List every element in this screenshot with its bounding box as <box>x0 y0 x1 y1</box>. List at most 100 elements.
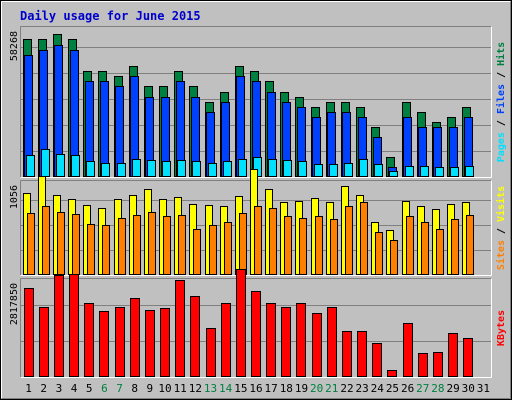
x-tick-label: 4 <box>71 382 78 395</box>
bar-sites-day-23 <box>360 202 368 275</box>
bar-sites-day-20 <box>315 216 323 275</box>
x-tick-label: 27 <box>416 382 429 395</box>
bar-pages-day-5 <box>86 161 95 177</box>
x-tick-label: 3 <box>56 382 63 395</box>
series-axis-label-part: Sites <box>495 240 507 270</box>
scale-label: 2817850 <box>9 283 20 325</box>
panel-visits: 1056 Sites / Visits <box>9 169 507 276</box>
x-tick-label: 15 <box>234 382 247 395</box>
bar-kbytes-day-26 <box>403 323 413 377</box>
bar-kbytes-day-3 <box>54 275 64 377</box>
x-tick-label: 10 <box>158 382 171 395</box>
bar-kbytes-day-5 <box>84 303 94 377</box>
bar-kbytes-day-14 <box>221 303 231 377</box>
bar-kbytes-day-7 <box>115 307 125 377</box>
bar-sites-day-29 <box>451 219 459 275</box>
series-axis-label-part: / <box>496 222 507 240</box>
bar-sites-day-3 <box>57 212 65 275</box>
series-axis-label-part: KBytes <box>496 310 507 346</box>
x-tick-label: 26 <box>401 382 414 395</box>
bar-pages-day-19 <box>298 161 307 177</box>
bar-sites-day-10 <box>163 216 171 275</box>
bar-kbytes-day-27 <box>418 353 428 377</box>
x-tick-label: 13 <box>204 382 217 395</box>
scale-label: 58268 <box>9 31 20 61</box>
bar-sites-day-8 <box>133 215 141 275</box>
bar-kbytes-day-20 <box>312 313 322 377</box>
bar-pages-day-4 <box>71 155 80 177</box>
x-tick-label: 29 <box>446 382 459 395</box>
series-axis-label-part: Visits <box>495 186 507 222</box>
bar-sites-day-24 <box>375 232 383 275</box>
series-axis-label-part: / <box>496 114 507 132</box>
bar-kbytes-day-13 <box>206 328 216 377</box>
bar-pages-day-13 <box>208 163 217 177</box>
bar-sites-day-9 <box>148 212 156 275</box>
x-tick-label: 11 <box>174 382 187 395</box>
x-tick-label: 23 <box>356 382 369 395</box>
bar-sites-day-4 <box>72 214 80 275</box>
bar-pages-day-22 <box>344 163 353 177</box>
bar-sites-day-5 <box>87 224 95 275</box>
panel-kbytes: 2817850 KBytes <box>9 269 507 378</box>
bar-pages-day-21 <box>329 164 338 177</box>
bar-sites-day-15 <box>239 213 247 275</box>
bar-pages-day-15 <box>238 159 247 177</box>
x-tick-label: 6 <box>101 382 108 395</box>
bar-sites-day-30 <box>466 215 474 275</box>
bar-kbytes-day-2 <box>39 307 49 377</box>
series-axis-label: KBytes <box>496 310 507 346</box>
bar-sites-day-12 <box>193 229 201 275</box>
x-axis-labels: 1 2 3 4 5 6 7 8 9 10 11 12 13 14 15 16 17 18 19 20 21 22 23 24 2… <box>25 382 490 395</box>
bar-sites-day-7 <box>118 218 126 275</box>
bar-kbytes-day-29 <box>448 333 458 377</box>
bar-kbytes-day-19 <box>296 303 306 377</box>
bar-sites-day-2 <box>42 206 50 275</box>
scale-label: 1056 <box>9 185 20 209</box>
bar-kbytes-day-1 <box>24 288 34 377</box>
chart-title: Daily usage for June 2015 <box>20 9 201 23</box>
panel-hits: 58268 Pages / Files / Hits <box>9 26 507 178</box>
bar-pages-day-18 <box>283 160 292 177</box>
x-tick-label: 31 <box>477 382 490 395</box>
x-tick-label: 30 <box>462 382 475 395</box>
bar-pages-day-17 <box>268 159 277 177</box>
bar-kbytes-day-15 <box>236 269 246 377</box>
x-tick-label: 17 <box>265 382 278 395</box>
bar-kbytes-day-9 <box>145 310 155 377</box>
bar-sites-day-26 <box>406 216 414 275</box>
bar-kbytes-day-21 <box>327 307 337 377</box>
series-axis-label-part: Pages <box>496 132 507 162</box>
bar-pages-day-3 <box>56 154 65 177</box>
x-tick-label: 19 <box>295 382 308 395</box>
bar-kbytes-day-23 <box>357 331 367 377</box>
series-axis-label-part: Hits <box>495 42 507 66</box>
series-axis-label-part: Files <box>495 84 507 114</box>
bar-files-day-6 <box>100 81 109 177</box>
x-tick-label: 7 <box>116 382 123 395</box>
chart-panels: 58268 Pages / Files / Hits 1056 Sites / Vis… <box>9 26 507 378</box>
x-tick-label: 14 <box>219 382 233 395</box>
bar-kbytes-day-24 <box>372 343 382 377</box>
x-tick-label: 9 <box>147 382 154 395</box>
x-tick-label: 12 <box>189 382 202 395</box>
bar-sites-day-25 <box>390 240 398 275</box>
bar-pages-day-12 <box>192 161 201 177</box>
x-tick-label: 20 <box>310 382 323 395</box>
bar-pages-day-27 <box>420 166 429 177</box>
x-tick-label: 16 <box>249 382 262 395</box>
bar-sites-day-11 <box>178 215 186 275</box>
bar-kbytes-day-10 <box>160 308 170 377</box>
bar-pages-day-25 <box>389 171 398 177</box>
bar-kbytes-day-22 <box>342 331 352 377</box>
bar-kbytes-day-6 <box>99 311 109 377</box>
x-tick-label: 1 <box>25 382 32 395</box>
x-tick-label: 22 <box>340 382 353 395</box>
series-axis-label: Sites / Visits <box>495 186 507 270</box>
bar-kbytes-day-17 <box>266 303 276 377</box>
bar-pages-day-9 <box>147 160 156 177</box>
bar-kbytes-day-30 <box>463 338 473 377</box>
x-tick-label: 24 <box>371 382 385 395</box>
x-tick-label: 18 <box>280 382 293 395</box>
